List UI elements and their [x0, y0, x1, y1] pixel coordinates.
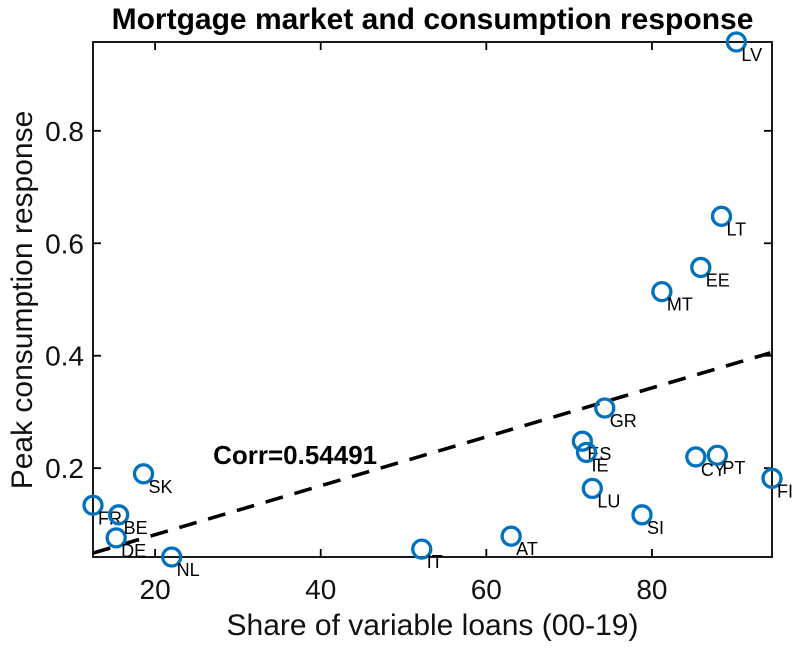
- point-label-BE: BE: [124, 518, 148, 538]
- data-point-LV: [725, 31, 748, 53]
- point-label-AT: AT: [516, 539, 538, 559]
- data-point-GR: [594, 397, 616, 419]
- x-axis-label: Share of variable loans (00-19): [226, 609, 639, 642]
- point-label-PT: PT: [722, 458, 745, 478]
- point-label-IE: IE: [592, 455, 609, 475]
- data-point-IE: [575, 441, 598, 464]
- correlation-label: Corr=0.54491: [213, 440, 377, 470]
- data-point-MT: [651, 280, 673, 303]
- x-tick-label: 60: [471, 574, 502, 605]
- data-point-LT: [710, 205, 733, 227]
- point-label-DE: DE: [121, 541, 146, 561]
- data-point-EE: [690, 256, 712, 279]
- data-point-IT: [411, 538, 433, 560]
- data-point-AT: [500, 525, 522, 547]
- y-tick-label: 0.8: [45, 116, 84, 147]
- y-tick-label: 0.6: [45, 228, 84, 259]
- y-tick-label: 0.4: [45, 341, 84, 372]
- plot-frame: [92, 41, 773, 558]
- point-label-EE: EE: [706, 270, 730, 290]
- chart-title: Mortgage market and consumption response: [111, 3, 754, 36]
- data-point-LU: [581, 477, 603, 500]
- point-label-SI: SI: [647, 518, 664, 538]
- data-point-DE: [105, 527, 127, 549]
- x-tick-label: 20: [140, 574, 171, 605]
- data-point-SI: [631, 504, 653, 526]
- data-point-BE: [108, 504, 130, 526]
- data-point-NL: [161, 546, 183, 568]
- trend-line: [92, 351, 771, 555]
- point-label-LV: LV: [741, 45, 762, 65]
- point-label-GR: GR: [610, 411, 637, 431]
- y-tick-label: 0.2: [45, 453, 84, 484]
- point-label-FI: FI: [777, 481, 793, 501]
- x-tick-label: 80: [636, 574, 667, 605]
- point-label-NL: NL: [177, 560, 200, 580]
- point-label-IT: IT: [427, 552, 443, 572]
- data-point-PT: [706, 444, 728, 466]
- point-label-LT: LT: [726, 219, 746, 239]
- x-tick-label: 40: [305, 574, 336, 605]
- data-point-FR: [82, 494, 104, 516]
- point-label-LU: LU: [597, 491, 620, 511]
- data-point-FI: [761, 467, 783, 489]
- data-point-CY: [685, 446, 707, 468]
- point-label-MT: MT: [667, 295, 693, 315]
- data-point-ES: [571, 430, 594, 452]
- point-label-SK: SK: [149, 477, 173, 497]
- data-point-SK: [132, 463, 155, 485]
